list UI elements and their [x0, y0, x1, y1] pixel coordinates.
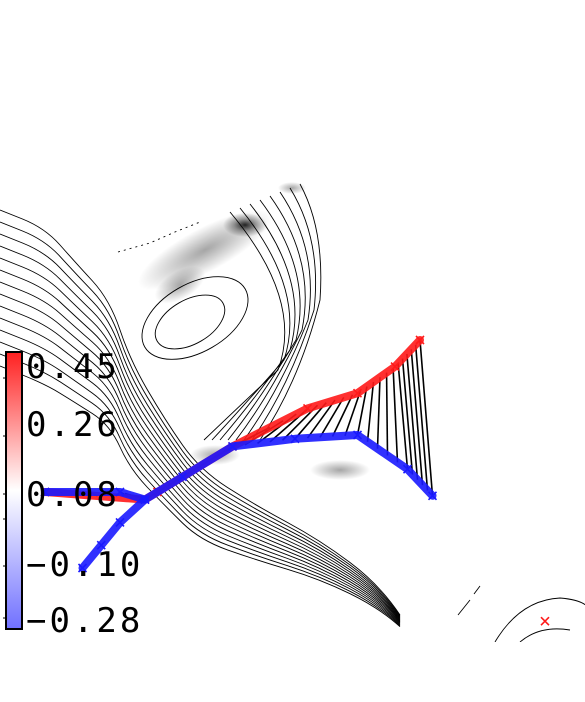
data-point [227, 441, 238, 451]
contour-line [227, 199, 301, 441]
series-line [78, 495, 149, 572]
colorbar-tick-3: −0.10 [26, 545, 143, 585]
contour-line [219, 203, 296, 441]
data-point [290, 434, 300, 444]
contour-line [243, 191, 311, 441]
contour-line [519, 628, 571, 642]
contour-line [0, 329, 401, 625]
dashed-fragments [117, 221, 481, 616]
colorbar: 0.45 0.26 0.08 −0.10 −0.28 [3, 347, 143, 641]
contour-line [0, 341, 401, 626]
data-point [415, 335, 425, 345]
contour-loop [141, 276, 249, 360]
data-point [115, 517, 125, 527]
contour-line [211, 207, 291, 441]
contour-line [0, 245, 401, 618]
data-point [96, 540, 106, 550]
contour-line [0, 221, 401, 617]
contour-line [0, 257, 401, 619]
data-point [115, 487, 125, 497]
contour-line [0, 209, 401, 616]
data-point [402, 464, 413, 474]
contour-line [494, 597, 585, 642]
contour-line [0, 233, 401, 618]
contour-line [203, 211, 286, 441]
contour-loop [154, 294, 226, 350]
data-point [140, 495, 150, 505]
contour-line [0, 317, 401, 624]
data-point [427, 491, 438, 501]
contour-line [0, 281, 401, 621]
contour-line [251, 187, 317, 441]
colorbar-gradient [5, 351, 23, 630]
colorbar-tick-0: 0.45 [26, 347, 120, 387]
contour-line [0, 293, 401, 622]
data-point [40, 487, 50, 497]
data-point [540, 616, 550, 626]
contour-line [235, 195, 306, 441]
colorbar-tick-2: 0.08 [26, 475, 120, 515]
contour-line [259, 183, 322, 441]
contour-line [0, 269, 401, 620]
colorbar-tick-1: 0.26 [26, 405, 120, 445]
contour-lines [0, 183, 585, 642]
series-stray-point [540, 616, 550, 626]
data-point [77, 563, 88, 573]
data-point [352, 430, 363, 440]
series-layer [40, 335, 550, 626]
contour-line [0, 305, 401, 623]
contour-line [0, 365, 401, 628]
series-path-b-branch [77, 495, 150, 573]
data-point [302, 403, 313, 413]
data-point [177, 472, 188, 482]
data-point [352, 388, 363, 398]
data-point [390, 362, 400, 372]
contour-line [0, 353, 401, 627]
colorbar-tick-4: −0.28 [26, 601, 143, 641]
